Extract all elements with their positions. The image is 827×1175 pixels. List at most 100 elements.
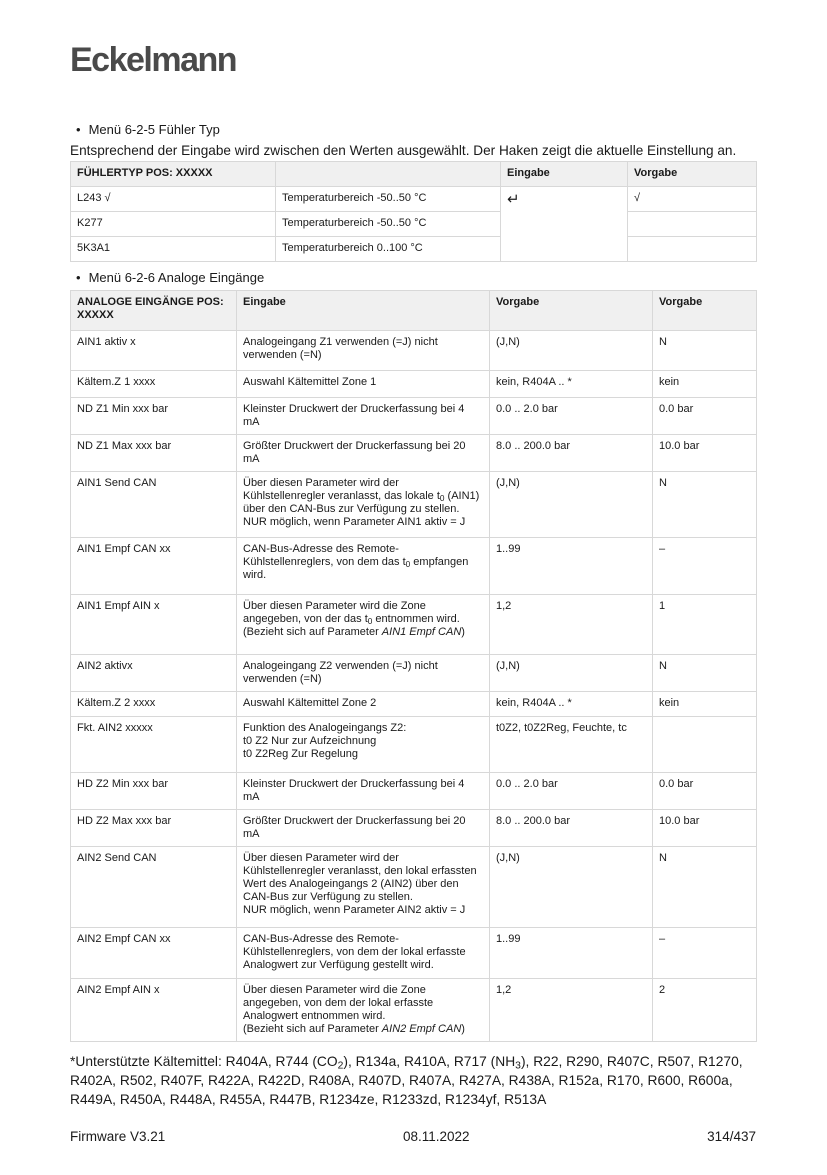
cell: Temperaturbereich -50..50 °C: [275, 211, 501, 237]
analoge-eingaenge-table: ANALOGE EINGÄNGE POS: XXXXX Eingabe Vorg…: [70, 290, 757, 1042]
cell: 1: [652, 594, 757, 655]
footer-page-number: 314/437: [707, 1129, 756, 1144]
table-row: L243 √ Temperaturbereich -50..50 °C ↵ √: [70, 186, 757, 262]
cell: 5K3A1: [70, 236, 276, 262]
cell: AIN2 Empf AIN x: [70, 978, 237, 1042]
enter-icon: ↵: [500, 186, 628, 262]
cell: kein, R404A .. *: [489, 370, 653, 398]
table-row: ND Z1 Max xxx bar Größter Druckwert der D…: [70, 434, 757, 472]
cell: Analogeingang Z2 verwenden (=J) nicht ve…: [236, 654, 490, 692]
table-row: AIN2 Send CAN Über diesen Parameter wird …: [70, 846, 757, 928]
cell: [652, 716, 757, 773]
cell: 0.0 bar: [652, 772, 757, 810]
footer-firmware: Firmware V3.21: [70, 1129, 166, 1144]
cell: 1,2: [489, 978, 653, 1042]
cell: kein, R404A .. *: [489, 691, 653, 717]
cell: Über diesen Parameter wird die Zone ange…: [236, 978, 490, 1042]
cell: Über diesen Parameter wird der Kühlstell…: [236, 846, 490, 928]
cell: kein: [652, 691, 757, 717]
section-title-fuehler-typ: Menü 6-2-5 Fühler Typ: [70, 122, 756, 138]
cell: CAN-Bus-Adresse des Remote-Kühlstellenre…: [236, 537, 490, 595]
intro-text: Entsprechend der Eingabe wird zwischen d…: [70, 143, 737, 158]
cell: [627, 236, 757, 262]
table-row: HD Z2 Max xxx bar Größter Druckwert der D…: [70, 809, 757, 847]
table-row: ND Z1 Min xxx bar Kleinster Druckwert der…: [70, 397, 757, 435]
cell: CAN-Bus-Adresse des Remote-Kühlstellenre…: [236, 927, 490, 979]
table-row: AIN1 Empf AIN x Über diesen Parameter wir…: [70, 594, 757, 655]
cell: N: [652, 654, 757, 692]
cell: 0.0 .. 2.0 bar: [489, 397, 653, 435]
cell: 0.0 bar: [652, 397, 757, 435]
cell: 8.0 .. 200.0 bar: [489, 434, 653, 472]
cell: Fkt. AIN2 xxxxx: [70, 716, 237, 773]
cell: Funktion des Analogeingangs Z2: t0 Z2 Nur…: [236, 716, 490, 773]
cell: 10.0 bar: [652, 434, 757, 472]
header-cell: Vorgabe: [652, 290, 757, 331]
table-row: Fkt. AIN2 xxxxx Funktion des Analogeingan…: [70, 716, 757, 773]
table-row: AIN2 aktivx Analogeingang Z2 verwenden (=…: [70, 654, 757, 692]
cell: 8.0 .. 200.0 bar: [489, 809, 653, 847]
table-row: AIN2 Empf CAN xx CAN-Bus-Adresse des Remo…: [70, 927, 757, 979]
table-row: AIN1 Send CAN Über diesen Parameter wird …: [70, 471, 757, 538]
cell: (J,N): [489, 330, 653, 371]
cell: AIN2 Empf CAN xx: [70, 927, 237, 979]
table-row: HD Z2 Min xxx bar Kleinster Druckwert der…: [70, 772, 757, 810]
cell: HD Z2 Min xxx bar: [70, 772, 237, 810]
cell: t0Z2, t0Z2Reg, Feuchte, tc: [489, 716, 653, 773]
header-cell: Eingabe: [236, 290, 490, 331]
footer-date: 08.11.2022: [402, 1129, 470, 1144]
cell: AIN2 Send CAN: [70, 846, 237, 928]
cell: 1,2: [489, 594, 653, 655]
cell: [627, 211, 757, 237]
page-footer: Firmware V3.21 08.11.2022 314/437: [70, 1109, 756, 1145]
table-row: AIN1 Empf CAN xx CAN-Bus-Adresse des Remo…: [70, 537, 757, 595]
section-title-analoge-eingaenge: Menü 6-2-6 Analoge Eingänge: [70, 270, 756, 286]
header-cell: [275, 161, 501, 187]
cell: AIN1 Send CAN: [70, 471, 237, 538]
cell: Temperaturbereich 0..100 °C: [275, 236, 501, 262]
cell: (J,N): [489, 846, 653, 928]
cell: N: [652, 846, 757, 928]
header-cell: Eingabe: [500, 161, 628, 187]
cell: (J,N): [489, 471, 653, 538]
table-row: K277 Temperaturbereich -50..50 °C: [70, 211, 757, 237]
fuehlertyp-table: FÜHLERTYP POS: XXXXX Eingabe Vorgabe L24…: [70, 161, 757, 262]
table-row: 5K3A1 Temperaturbereich 0..100 °C: [70, 236, 757, 262]
cell: L243 √: [70, 186, 276, 212]
table-row: AIN2 Empf AIN x Über diesen Parameter wir…: [70, 978, 757, 1042]
cell: kein: [652, 370, 757, 398]
cell: 2: [652, 978, 757, 1042]
cell: ND Z1 Min xxx bar: [70, 397, 237, 435]
cell: 0.0 .. 2.0 bar: [489, 772, 653, 810]
cell: N: [652, 471, 757, 538]
cell: Über diesen Parameter wird die Zone ange…: [236, 594, 490, 655]
cell: (J,N): [489, 654, 653, 692]
cell: AIN1 aktiv x: [70, 330, 237, 371]
cell: Kältem.Z 2 xxxx: [70, 691, 237, 717]
cell: Über diesen Parameter wird der Kühlstell…: [236, 471, 490, 538]
cell: AIN1 Empf AIN x: [70, 594, 237, 655]
cell: Kleinster Druckwert der Druckerfassung b…: [236, 772, 490, 810]
cell: –: [652, 537, 757, 595]
cell: 1..99: [489, 537, 653, 595]
table-row: AIN1 aktiv x Analogeingang Z1 verwenden (…: [70, 330, 757, 371]
cell: Auswahl Kältemittel Zone 2: [236, 691, 490, 717]
cell: Temperaturbereich -50..50 °C: [275, 186, 501, 212]
cell: Analogeingang Z1 verwenden (=J) nicht ve…: [236, 330, 490, 371]
footnote-refrigerants: *Unterstützte Kältemittel: R404A, R744 (…: [70, 1054, 743, 1107]
cell: N: [652, 330, 757, 371]
header-cell: ANALOGE EINGÄNGE POS: XXXXX: [70, 290, 237, 331]
cell: Auswahl Kältemittel Zone 1: [236, 370, 490, 398]
cell: HD Z2 Max xxx bar: [70, 809, 237, 847]
header-cell: Vorgabe: [627, 161, 757, 187]
header-cell: FÜHLERTYP POS: XXXXX: [70, 161, 276, 187]
cell: AIN1 Empf CAN xx: [70, 537, 237, 595]
cell: K277: [70, 211, 276, 237]
cell: 1..99: [489, 927, 653, 979]
eckelmann-logo: Eckelmann: [70, 41, 238, 79]
cell: AIN2 aktivx: [70, 654, 237, 692]
cell: ND Z1 Max xxx bar: [70, 434, 237, 472]
table-row: Kältem.Z 1 xxxx Auswahl Kältemittel Zone …: [70, 370, 757, 398]
cell: Kleinster Druckwert der Druckerfassung b…: [236, 397, 490, 435]
table-header-row: ANALOGE EINGÄNGE POS: XXXXX Eingabe Vorg…: [70, 290, 757, 331]
